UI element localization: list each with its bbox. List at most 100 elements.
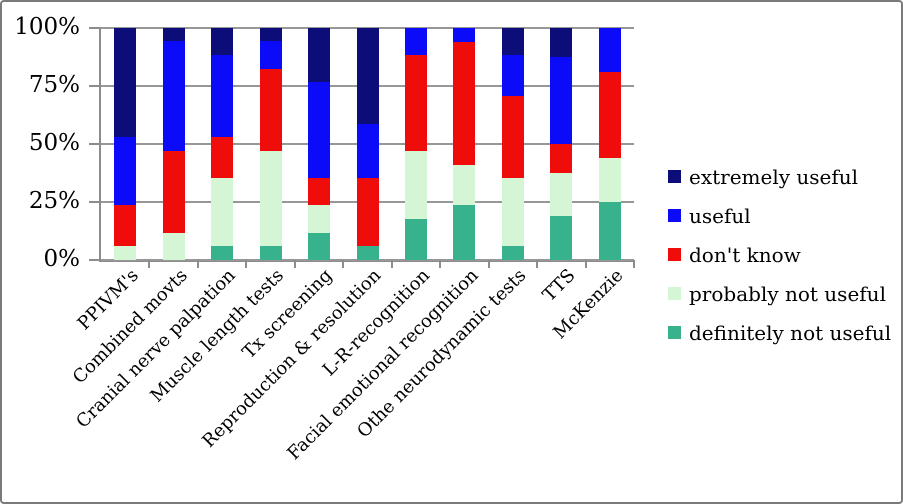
y-axis-label: 50%	[28, 130, 80, 156]
legend-label: extremely useful	[689, 164, 859, 189]
x-axis-tick	[584, 260, 587, 268]
bar-segment	[404, 55, 427, 151]
y-axis-tick	[89, 27, 101, 29]
bar-segment	[211, 55, 234, 138]
bar-segment	[162, 28, 185, 42]
bar	[162, 28, 185, 260]
bar-segment	[259, 246, 282, 260]
legend-label: don't know	[689, 242, 801, 267]
bar-segment	[308, 82, 331, 178]
y-axis-label: 25%	[28, 188, 80, 214]
y-axis-tick	[89, 259, 101, 261]
bar-segment	[501, 178, 524, 247]
bar-segment	[501, 96, 524, 179]
bar	[356, 28, 379, 260]
bar-segment	[356, 28, 379, 124]
y-axis-tick	[89, 143, 101, 145]
legend-item: extremely useful	[668, 157, 891, 196]
x-axis-tick	[196, 260, 199, 268]
bar-segment	[259, 28, 282, 42]
bar-segment	[114, 205, 137, 247]
bar-segment	[404, 28, 427, 56]
bar-segment	[114, 246, 137, 260]
bar	[598, 28, 621, 260]
x-axis-tick	[245, 260, 248, 268]
bar-segment	[114, 28, 137, 138]
x-axis-tick	[487, 260, 490, 268]
bar-segment	[453, 205, 476, 260]
bar-segment	[162, 41, 185, 151]
bar-segment	[211, 178, 234, 247]
legend-item: definitely not useful	[668, 313, 891, 352]
bar-segment	[550, 172, 573, 217]
bar-segment	[211, 246, 234, 260]
legend-swatch	[668, 326, 681, 339]
gridline	[101, 27, 634, 29]
bar-segment	[308, 232, 331, 260]
bar-segment	[550, 216, 573, 260]
bar-segment	[356, 178, 379, 247]
bar-segment	[598, 28, 621, 72]
bar-segment	[162, 150, 185, 233]
legend-swatch	[668, 248, 681, 261]
bar-segment	[211, 137, 234, 179]
bar-segment	[550, 143, 573, 173]
y-axis-tick	[89, 201, 101, 203]
bar-segment	[598, 202, 621, 260]
bar-segment	[598, 158, 621, 202]
legend-swatch	[668, 209, 681, 222]
bar-segment	[501, 246, 524, 260]
bar-segment	[356, 246, 379, 260]
y-axis-tick	[89, 85, 101, 87]
bar-segment	[211, 28, 234, 56]
x-axis-tick	[536, 260, 539, 268]
bar	[404, 28, 427, 260]
bar-segment	[404, 219, 427, 260]
bar-segment	[453, 164, 476, 206]
bar	[114, 28, 137, 260]
bar	[453, 28, 476, 260]
x-axis-tick	[633, 260, 635, 268]
legend-swatch	[668, 170, 681, 183]
bar-segment	[114, 137, 137, 206]
bar	[211, 28, 234, 260]
bar-segment	[259, 41, 282, 69]
bar-segment	[453, 28, 476, 42]
legend-label: probably not useful	[689, 281, 886, 306]
legend-label: useful	[689, 203, 751, 228]
bar-segment	[598, 71, 621, 159]
bar-segment	[308, 28, 331, 83]
legend-item: probably not useful	[668, 274, 891, 313]
bar-segment	[404, 150, 427, 220]
legend-label: definitely not useful	[689, 320, 892, 345]
y-axis-label: 0%	[43, 246, 81, 272]
bar	[550, 28, 573, 260]
bar-segment	[550, 28, 573, 57]
x-axis-tick	[148, 260, 151, 268]
bar-segment	[259, 68, 282, 151]
bar-segment	[453, 41, 476, 165]
bar-segment	[308, 177, 331, 206]
bar-segment	[162, 232, 185, 260]
bar-segment	[308, 205, 331, 233]
plot-area	[89, 27, 635, 268]
y-axis-label: 75%	[28, 72, 80, 98]
bar-segment	[550, 57, 573, 144]
legend-item: don't know	[668, 235, 891, 274]
gridline	[101, 259, 634, 261]
x-axis-tick	[439, 260, 442, 268]
bar	[308, 28, 331, 260]
bar-segment	[356, 123, 379, 179]
legend: extremely useful useful don't know probably…	[668, 157, 891, 352]
bar	[259, 28, 282, 260]
bar-segment	[501, 28, 524, 56]
bar-segment	[259, 150, 282, 247]
y-axis-label: 100%	[14, 14, 80, 40]
bar-segment	[501, 55, 524, 97]
legend-swatch	[668, 287, 681, 300]
x-axis-label: TTS	[538, 265, 580, 306]
x-axis-tick	[390, 260, 393, 268]
x-axis-tick	[342, 260, 345, 268]
legend-item: useful	[668, 196, 891, 235]
